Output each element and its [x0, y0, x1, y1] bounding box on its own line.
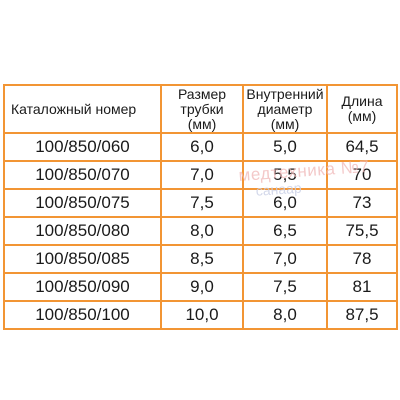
column-header-catalog-number: Каталожный номер — [3, 84, 162, 134]
inner-diameter-cell: 7,0 — [242, 244, 328, 274]
inner-diameter-cell: 7,5 — [242, 272, 328, 302]
column-header-inner-diameter: Внутренний диаметр (мм) — [242, 84, 328, 134]
table-row: 100/850/100 10,0 8,0 87,5 — [3, 300, 398, 330]
inner-diameter-cell: 5,5 — [242, 160, 328, 190]
table-row: 100/850/085 8,5 7,0 78 — [3, 244, 398, 274]
catalog-number-cell: 100/850/085 — [3, 244, 162, 274]
catalog-number-cell: 100/850/060 — [3, 132, 162, 162]
inner-diameter-cell: 6,5 — [242, 216, 328, 246]
length-cell: 73 — [326, 188, 398, 218]
table-row: 100/850/080 8,0 6,5 75,5 — [3, 216, 398, 246]
inner-diameter-cell: 6,0 — [242, 188, 328, 218]
tube-size-cell: 10,0 — [160, 300, 244, 330]
tube-size-cell: 7,5 — [160, 188, 244, 218]
spec-table-container: Каталожный номер Размер трубки (мм) Внут… — [3, 84, 398, 330]
length-cell: 64,5 — [326, 132, 398, 162]
table-row: 100/850/075 7,5 6,0 73 — [3, 188, 398, 218]
table-row: 100/850/060 6,0 5,0 64,5 — [3, 132, 398, 162]
column-header-tube-size: Размер трубки (мм) — [160, 84, 244, 134]
length-cell: 70 — [326, 160, 398, 190]
tube-size-cell: 8,5 — [160, 244, 244, 274]
table-row: 100/850/090 9,0 7,5 81 — [3, 272, 398, 302]
inner-diameter-cell: 5,0 — [242, 132, 328, 162]
tube-size-cell: 6,0 — [160, 132, 244, 162]
spec-table: Каталожный номер Размер трубки (мм) Внут… — [3, 84, 398, 330]
length-cell: 78 — [326, 244, 398, 274]
tube-size-cell: 7,0 — [160, 160, 244, 190]
inner-diameter-cell: 8,0 — [242, 300, 328, 330]
table-row: 100/850/070 7,0 5,5 70 — [3, 160, 398, 190]
table-header-row: Каталожный номер Размер трубки (мм) Внут… — [3, 84, 398, 134]
length-cell: 81 — [326, 272, 398, 302]
tube-size-cell: 9,0 — [160, 272, 244, 302]
length-cell: 87,5 — [326, 300, 398, 330]
catalog-number-cell: 100/850/075 — [3, 188, 162, 218]
catalog-number-cell: 100/850/070 — [3, 160, 162, 190]
catalog-number-cell: 100/850/100 — [3, 300, 162, 330]
column-header-length: Длина (мм) — [326, 84, 398, 134]
length-cell: 75,5 — [326, 216, 398, 246]
catalog-number-cell: 100/850/090 — [3, 272, 162, 302]
tube-size-cell: 8,0 — [160, 216, 244, 246]
catalog-number-cell: 100/850/080 — [3, 216, 162, 246]
